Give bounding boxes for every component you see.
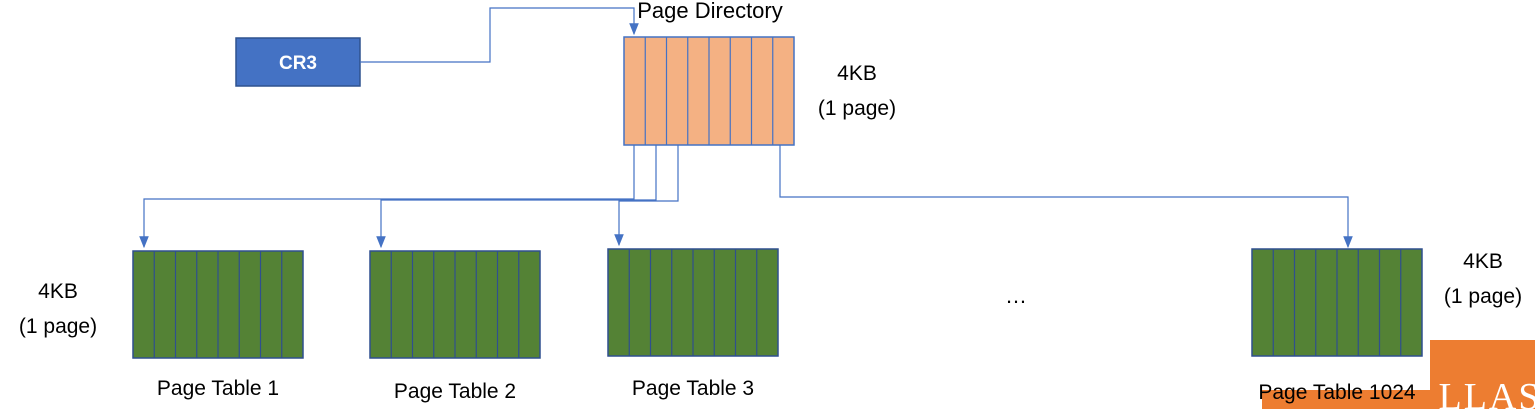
cr3-label: CR3	[279, 53, 317, 74]
page-table-size-pages: (1 page)	[19, 315, 97, 338]
page-directory	[623, 36, 795, 146]
cr3-to-directory-arrow	[360, 7, 639, 63]
page-table-label: Page Table 1	[157, 377, 279, 400]
last-table-size-pages: (1 page)	[1444, 285, 1522, 308]
page-table-1024: Page Table 1024	[1251, 248, 1423, 404]
directory-size-pages: (1 page)	[818, 97, 896, 120]
arrow-to-page-table-3	[614, 145, 679, 247]
page-table-2: Page Table 2	[369, 250, 541, 403]
last-table-size-label: 4KB	[1463, 250, 1503, 273]
page-table-label: Page Table 2	[394, 380, 516, 403]
directory-size-label: 4KB	[837, 62, 877, 85]
page-directory-title: Page Directory	[637, 0, 783, 23]
directory-connectors	[139, 145, 1353, 249]
page-table-label: Page Table 3	[632, 377, 754, 400]
svg-text:LLAS: LLAS	[1439, 376, 1535, 409]
arrow-to-page-table-1	[139, 145, 635, 249]
arrow-to-page-table-2	[376, 145, 657, 249]
corner-logo-watermark: LLAS	[1262, 340, 1535, 409]
arrow-to-page-table-1024	[779, 145, 1353, 249]
page-table-3: Page Table 3	[607, 248, 779, 400]
page-tables: Page Table 1 Page Table 2 Page Table 3 Page…	[132, 248, 1423, 404]
page-table-label: Page Table 1024	[1258, 381, 1416, 404]
ellipsis: …	[1005, 283, 1027, 308]
page-table-1: Page Table 1	[132, 250, 304, 400]
cr3-register: CR3	[235, 37, 361, 87]
page-table-size-label: 4KB	[38, 280, 78, 303]
